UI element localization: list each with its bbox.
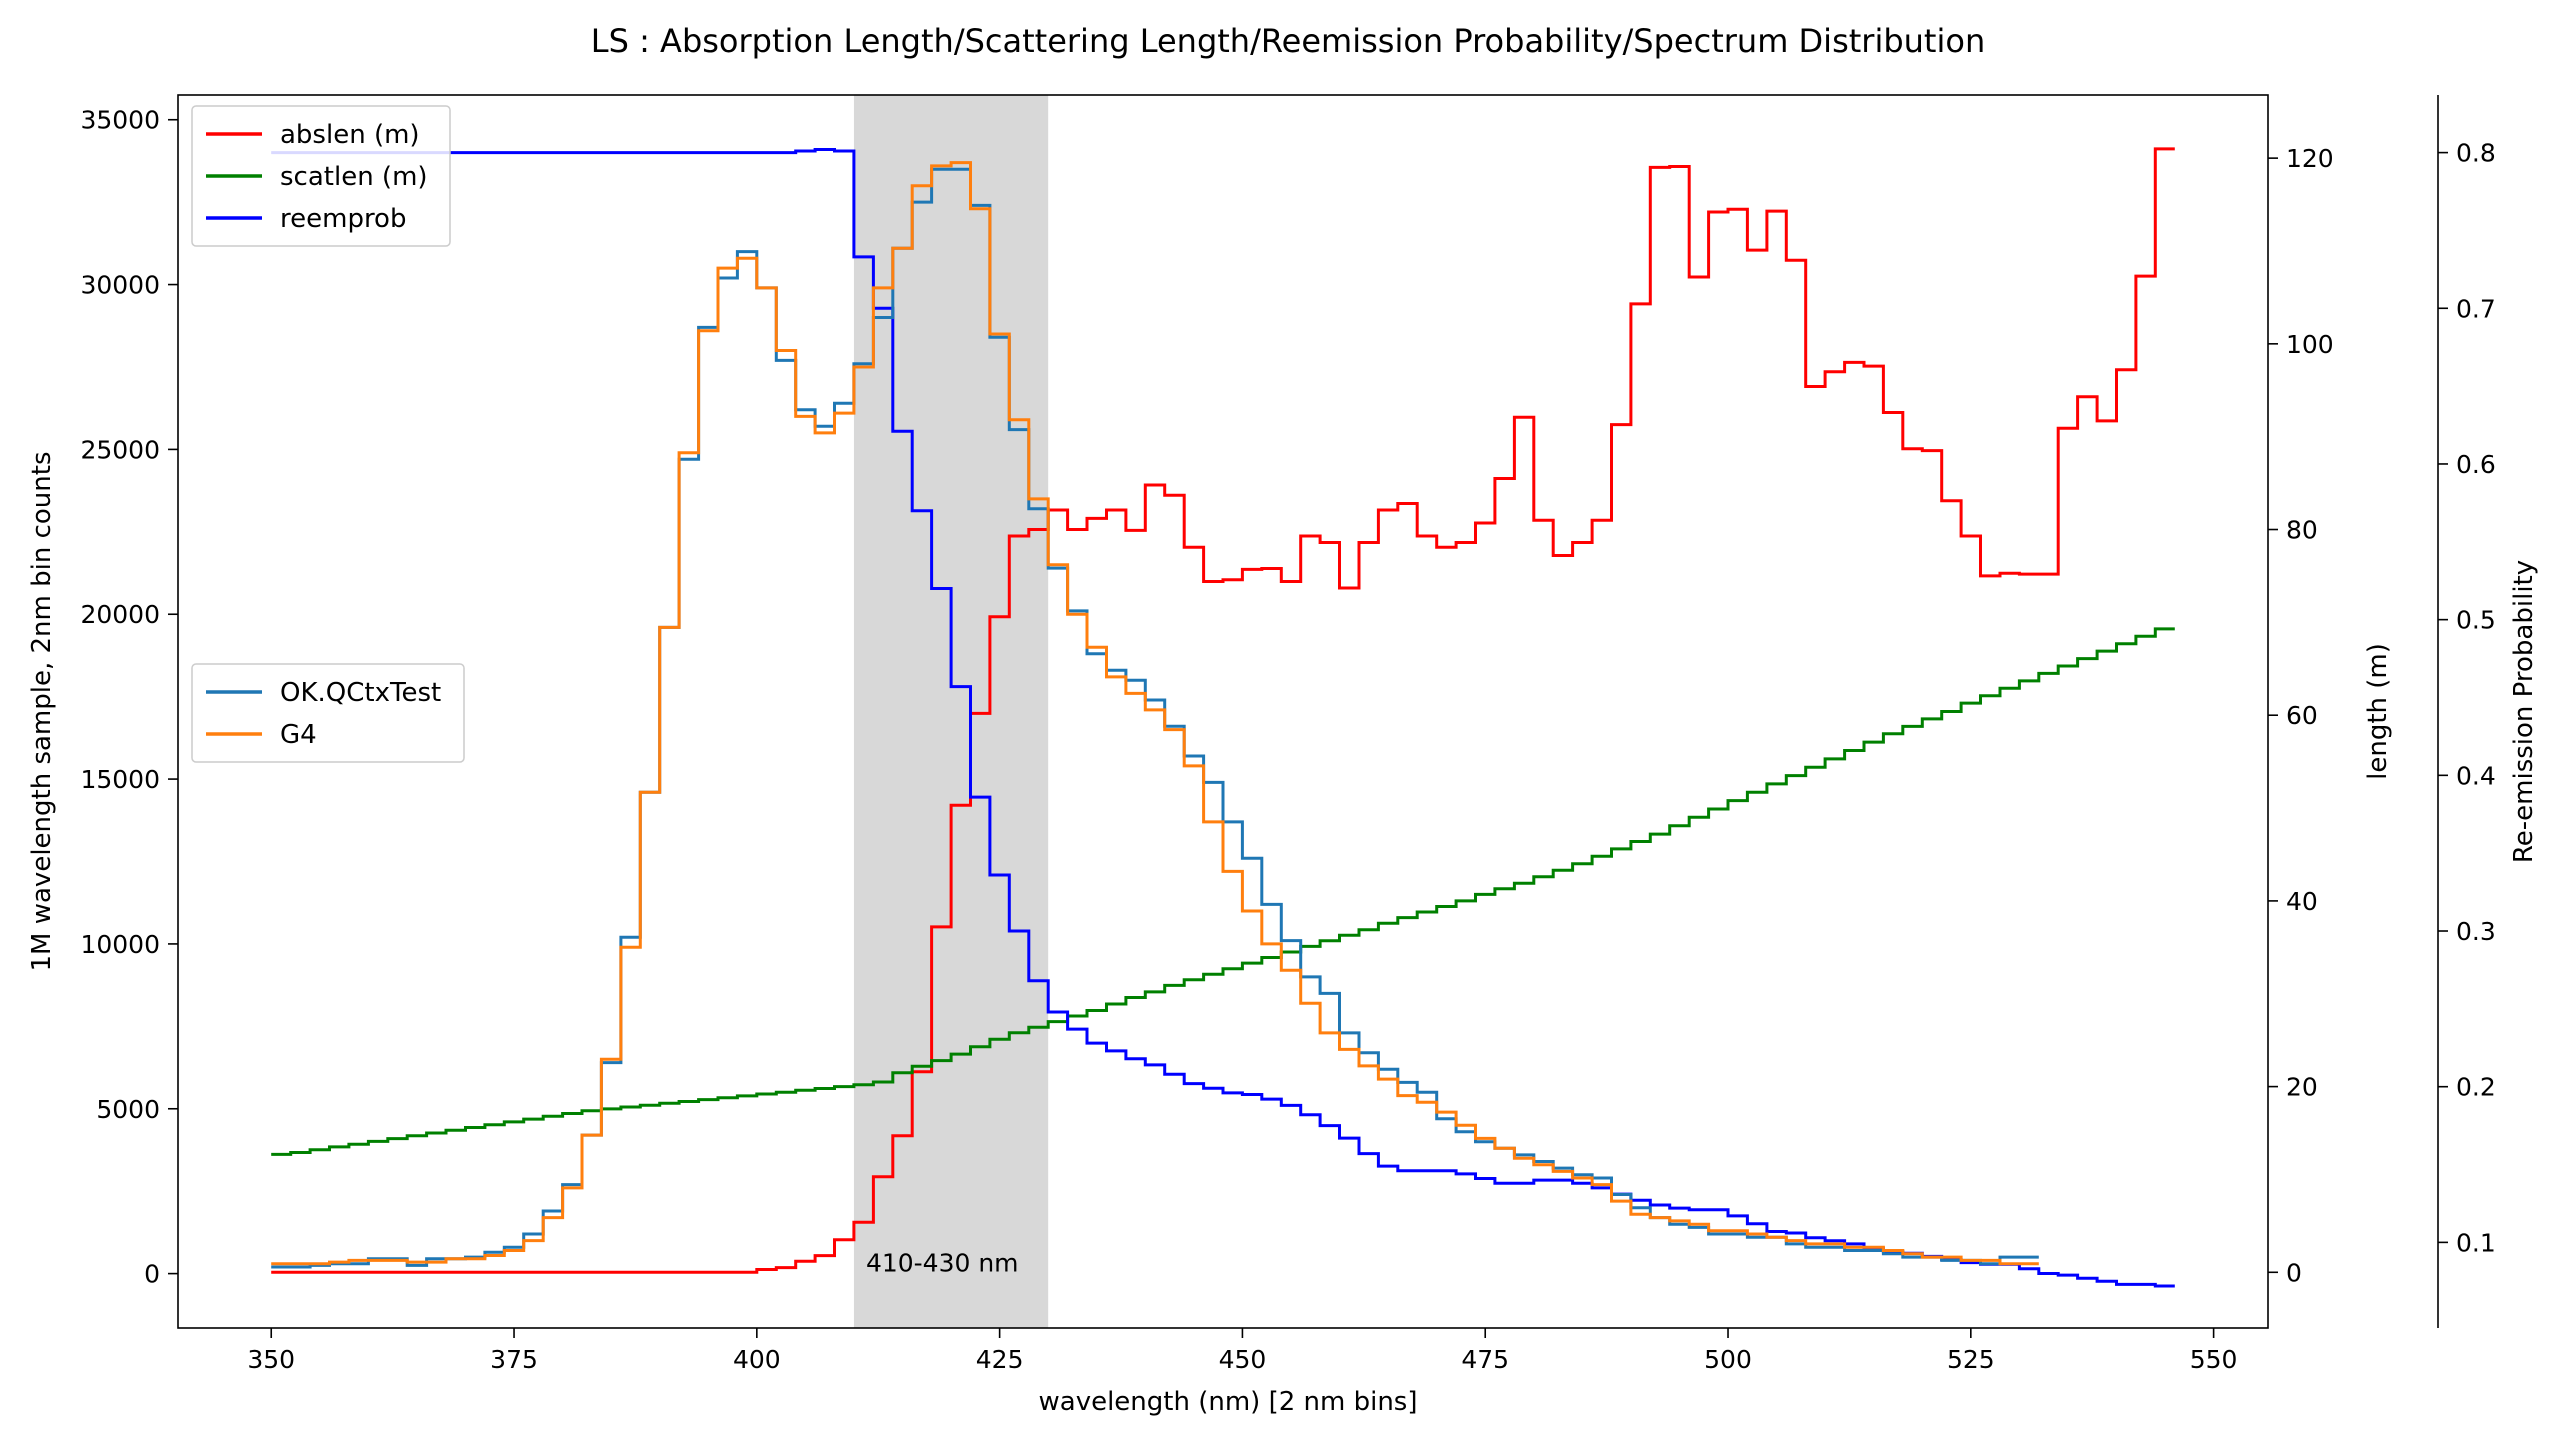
legend-label-abslen-m: abslen (m) bbox=[280, 120, 420, 150]
x-tick-label: 525 bbox=[1947, 1345, 1995, 1374]
legend-spectrum-box bbox=[191, 663, 465, 763]
y-length-tick-label: 60 bbox=[2286, 701, 2318, 730]
x-tick-label: 350 bbox=[247, 1345, 295, 1374]
y-axis-length-label: length (m) bbox=[2363, 643, 2393, 780]
legend-spectrum: OK.QCtxTest G4 bbox=[191, 663, 465, 763]
band-label: 410-430 nm bbox=[866, 1249, 1019, 1278]
y-length-tick-label: 80 bbox=[2286, 516, 2318, 545]
y-reemission-tick-label: 0.8 bbox=[2456, 139, 2496, 168]
y-reemission-tick-label: 0.1 bbox=[2456, 1228, 2496, 1257]
series-scatlen-m bbox=[271, 627, 2175, 1156]
x-tick-label: 400 bbox=[733, 1345, 781, 1374]
series-abslen-m bbox=[271, 147, 2175, 1274]
y-reemission-tick-label: 0.2 bbox=[2456, 1073, 2496, 1102]
y-left-tick-label: 30000 bbox=[80, 271, 160, 300]
legend-label-ok-qctxtest: OK.QCtxTest bbox=[280, 678, 441, 708]
y-left-tick-label: 20000 bbox=[80, 600, 160, 629]
series-g4 bbox=[271, 161, 2039, 1266]
x-tick-label: 500 bbox=[1704, 1345, 1752, 1374]
y-reemission-tick-label: 0.6 bbox=[2456, 450, 2496, 479]
legend-lengths-box bbox=[191, 105, 451, 247]
x-tick-label: 425 bbox=[976, 1345, 1024, 1374]
y-left-tick-label: 15000 bbox=[80, 765, 160, 794]
x-tick-label: 475 bbox=[1461, 1345, 1509, 1374]
x-tick-label: 550 bbox=[2190, 1345, 2238, 1374]
highlight-band bbox=[853, 95, 1049, 1328]
y-reemission-tick-label: 0.4 bbox=[2456, 761, 2496, 790]
y-length-tick-label: 0 bbox=[2286, 1258, 2302, 1287]
y-left-tick-label: 25000 bbox=[80, 435, 160, 464]
y-length-tick-label: 100 bbox=[2286, 330, 2334, 359]
y-length-tick-label: 20 bbox=[2286, 1073, 2318, 1102]
y-axis-left-label: 1M wavelength sample, 2nm bin counts bbox=[27, 452, 57, 972]
legend-lengths: abslen (m) scatlen (m) reemprob bbox=[191, 105, 451, 247]
y-reemission-tick-label: 0.3 bbox=[2456, 917, 2496, 946]
y-left-tick-label: 10000 bbox=[80, 930, 160, 959]
y-axis-reemission-label: Re-emission Probability bbox=[2509, 560, 2539, 863]
legend-label-scatlen-m: scatlen (m) bbox=[280, 162, 428, 192]
y-reemission-tick-label: 0.7 bbox=[2456, 294, 2496, 323]
y-reemission-tick-label: 0.5 bbox=[2456, 606, 2496, 635]
x-axis-label: wavelength (nm) [2 nm bins] bbox=[1039, 1387, 1418, 1417]
series-layer bbox=[271, 147, 2175, 1288]
y-length-tick-label: 120 bbox=[2286, 144, 2334, 173]
y-left-tick-label: 35000 bbox=[80, 106, 160, 135]
x-tick-label: 375 bbox=[490, 1345, 538, 1374]
y-left-tick-label: 0 bbox=[144, 1260, 160, 1289]
chart-title: LS : Absorption Length/Scattering Length… bbox=[591, 22, 1985, 60]
legend-label-reemprob: reemprob bbox=[280, 204, 406, 234]
axes-frame bbox=[177, 94, 2269, 1329]
ticks-layer: 350 375 400 425 450 475 500 525 5500500010000150… bbox=[80, 106, 2495, 1374]
y-left-tick-label: 5000 bbox=[96, 1095, 160, 1124]
legend-label-g4: G4 bbox=[280, 720, 317, 750]
y-length-tick-label: 40 bbox=[2286, 887, 2318, 916]
x-tick-label: 450 bbox=[1219, 1345, 1267, 1374]
